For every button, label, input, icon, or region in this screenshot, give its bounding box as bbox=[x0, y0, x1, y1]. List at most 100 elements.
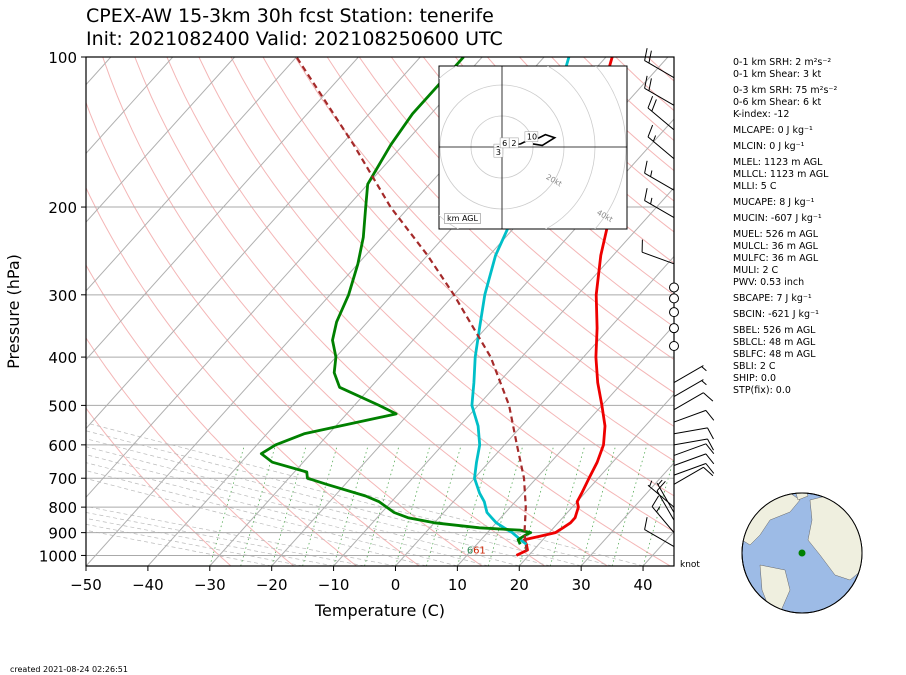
wind-barb bbox=[651, 495, 675, 533]
mixing-ratio-line bbox=[611, 444, 648, 566]
hodograph-height-label: 2 bbox=[511, 139, 516, 148]
x-tick-label: 20 bbox=[510, 576, 529, 594]
isotherm bbox=[86, 57, 297, 292]
wind-barb bbox=[644, 517, 675, 548]
stat-line: 0-1 km Shear: 3 kt bbox=[733, 69, 822, 80]
y-tick-label: 800 bbox=[48, 499, 77, 517]
wind-barb bbox=[647, 480, 675, 508]
isotherm bbox=[86, 57, 235, 223]
y-tick-label: 900 bbox=[48, 525, 77, 543]
wind-unit-label: knot bbox=[680, 560, 700, 570]
wind-barb bbox=[644, 48, 675, 79]
stat-line: SBCAPE: 7 J kg⁻¹ bbox=[733, 293, 812, 304]
mixing-ratio-line bbox=[364, 444, 400, 566]
wind-barb bbox=[673, 427, 714, 440]
hodograph-height-label: 6 bbox=[502, 139, 507, 148]
wind-barb bbox=[644, 75, 675, 106]
dry-adiabat bbox=[390, 57, 674, 328]
mixing-ratio-line bbox=[240, 444, 276, 566]
stability-indices-panel: 0-1 km SRH: 2 m²s⁻² 0-1 km Shear: 3 kt 0-3… bbox=[733, 57, 903, 397]
stat-line: MULI: 2 C bbox=[733, 265, 779, 276]
created-timestamp: created 2021-08-24 02:26:51 bbox=[10, 665, 128, 674]
plot-area: 61 6 bbox=[86, 57, 674, 566]
stat-line: K-index: -12 bbox=[733, 109, 790, 120]
wind-barb bbox=[673, 453, 715, 466]
dry-adiabat bbox=[102, 57, 545, 566]
mixing-ratio-line bbox=[302, 444, 338, 566]
hodograph-inset: 20kt40kt60kt80kt136210 bbox=[438, 65, 716, 295]
dry-adiabat bbox=[86, 264, 357, 566]
dry-adiabat bbox=[294, 57, 674, 427]
moist-adiabat bbox=[86, 446, 551, 566]
globe-outline bbox=[741, 492, 863, 614]
stat-line: 0-3 km SRH: 75 m²s⁻² bbox=[733, 85, 838, 96]
mixing-ratio-line bbox=[580, 444, 617, 566]
wind-barb bbox=[647, 96, 675, 131]
y-tick-label: 1000 bbox=[39, 547, 77, 565]
chart-title: CPEX-AW 15-3km 30h fcst Station: tenerif… bbox=[86, 5, 494, 27]
hodograph-height-box bbox=[509, 137, 519, 149]
wind-barb bbox=[673, 438, 714, 451]
x-tick-label: −40 bbox=[132, 576, 164, 594]
globe-land bbox=[742, 493, 862, 613]
stat-line: MLEL: 1123 m AGL bbox=[733, 157, 823, 168]
y-tick-label: 100 bbox=[48, 49, 77, 67]
y-tick-label: 700 bbox=[48, 470, 77, 488]
y-axis-label: Pressure (hPa) bbox=[4, 254, 23, 369]
x-tick-label: 40 bbox=[634, 576, 653, 594]
wind-barb bbox=[673, 392, 714, 411]
hodograph-height-box bbox=[524, 131, 539, 142]
mixing-ratio-line bbox=[426, 444, 462, 566]
moist-adiabat bbox=[86, 454, 520, 566]
y-tick-label: 300 bbox=[48, 287, 77, 305]
stat-line: 0-6 km Shear: 6 kt bbox=[733, 97, 822, 108]
x-tick-label: −20 bbox=[256, 576, 288, 594]
y-tick-label: 500 bbox=[48, 397, 77, 415]
moist-adiabat bbox=[86, 512, 365, 566]
wind-barb bbox=[673, 379, 707, 397]
wind-barb bbox=[673, 365, 707, 384]
wind-barb-calm bbox=[669, 340, 679, 351]
wind-barb bbox=[673, 409, 715, 423]
x-tick-label: −30 bbox=[194, 576, 226, 594]
stat-line: MLLCL: 1123 m AGL bbox=[733, 169, 829, 180]
dry-adiabat bbox=[455, 57, 674, 264]
dry-adiabat bbox=[134, 57, 608, 566]
hodograph-height-box bbox=[493, 146, 504, 158]
stat-line: MUCAPE: 8 J kg⁻¹ bbox=[733, 197, 815, 208]
isotherm bbox=[333, 187, 674, 566]
hodograph-ring-label: 80kt bbox=[697, 279, 716, 295]
x-tick-label: −50 bbox=[70, 576, 102, 594]
stat-line: MULFC: 36 m AGL bbox=[733, 253, 819, 264]
stat-line: STP(fix): 0.0 bbox=[733, 385, 791, 396]
wind-barb bbox=[644, 160, 675, 191]
moist-adiabat bbox=[86, 478, 427, 566]
moist-adiabat bbox=[86, 506, 396, 566]
stat-line: MUCIN: -607 J kg⁻¹ bbox=[733, 213, 822, 224]
dry-adiabat bbox=[86, 407, 232, 566]
wind-barb-calm bbox=[669, 307, 679, 318]
parcel-label: 61 bbox=[473, 545, 486, 556]
stat-line: 0-1 km SRH: 2 m²s⁻² bbox=[733, 57, 832, 68]
moist-adiabat bbox=[86, 470, 458, 566]
wind-barb bbox=[656, 479, 675, 513]
stat-line: MLLI: 5 C bbox=[733, 181, 777, 192]
dry-adiabat bbox=[326, 57, 674, 394]
globe-locator bbox=[741, 492, 863, 614]
stat-line: SBLFC: 48 m AGL bbox=[733, 349, 816, 360]
wind-barb bbox=[644, 188, 675, 219]
stat-line: MLCAPE: 0 J kg⁻¹ bbox=[733, 125, 813, 136]
stat-line: SBLCL: 48 m AGL bbox=[733, 337, 816, 348]
moist-adiabat bbox=[86, 518, 334, 566]
x-tick-label: 10 bbox=[448, 576, 467, 594]
y-tick-label: 600 bbox=[48, 437, 77, 455]
greenland-shape bbox=[794, 493, 809, 501]
moist-adiabat bbox=[86, 523, 303, 566]
dry-adiabat bbox=[86, 186, 420, 566]
stat-line: SHIP: 0.0 bbox=[733, 373, 777, 384]
chart-subtitle: Init: 2021082400 Valid: 202108250600 UTC bbox=[86, 28, 503, 50]
isotherm bbox=[395, 255, 674, 566]
dry-adiabat bbox=[86, 337, 295, 566]
isotherm bbox=[86, 57, 359, 361]
x-axis-label: Temperature (C) bbox=[314, 601, 445, 620]
